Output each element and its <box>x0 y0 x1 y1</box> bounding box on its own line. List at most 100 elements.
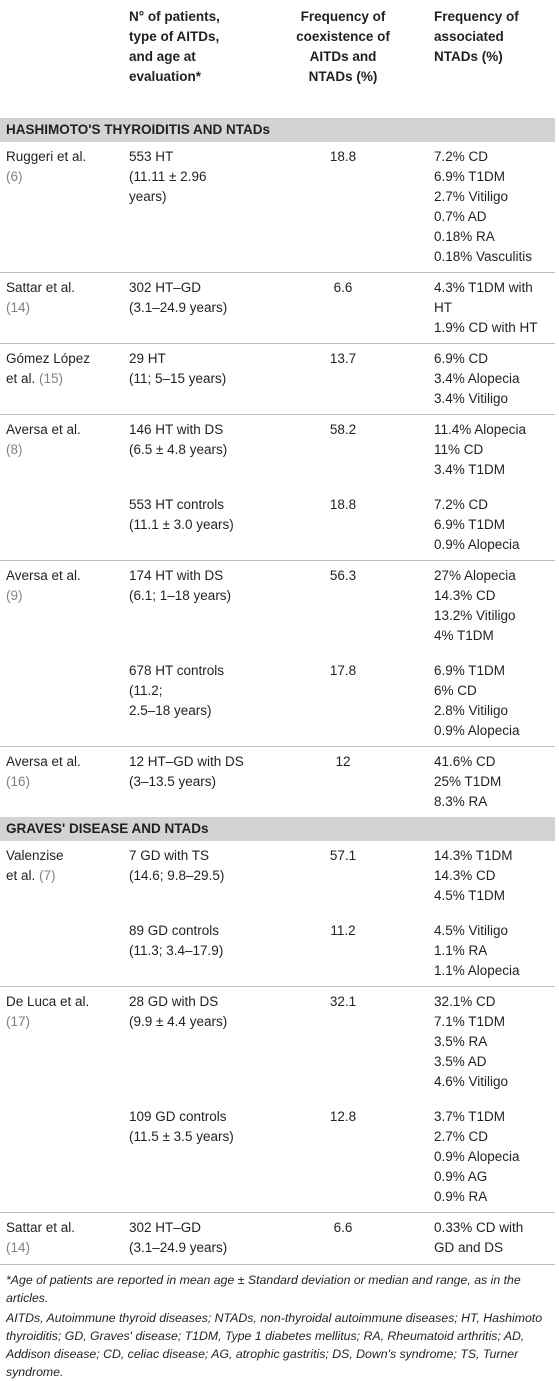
reference-link[interactable]: (6) <box>6 169 23 184</box>
patients-cell: 12 HT–GD with DS <box>129 754 244 769</box>
author-name: Sattar et al. <box>6 1220 76 1235</box>
patients-cell: (6.1; 1–18 years) <box>129 588 232 603</box>
author-name: Valenzise <box>6 848 64 863</box>
ntad-item: 0.33% CD with <box>434 1220 524 1235</box>
ntad-item: 0.9% Alopecia <box>434 537 520 552</box>
ntad-item: 0.9% Alopecia <box>434 723 520 738</box>
study-author: Valenzise <box>6 846 64 866</box>
patients-cell: 2.5–18 years) <box>129 703 212 718</box>
patients-cell: 89 GD controls <box>129 923 220 938</box>
ntad-item: 4.5% T1DM <box>434 888 506 903</box>
author-name: De Luca et al. <box>6 994 90 1009</box>
coexistence-value: 11.2 <box>330 923 356 938</box>
author-name: et al. <box>6 868 36 883</box>
reference-link[interactable]: (17) <box>6 1014 31 1029</box>
patients-cell: 302 HT–GD <box>129 1220 202 1235</box>
col-header-coexistence: Frequency of <box>300 9 386 24</box>
section-header: HASHIMOTO'S THYROIDITIS AND NTADs <box>0 118 555 142</box>
coexistence-value: 12 <box>335 754 351 769</box>
ntad-item: 0.7% AD <box>434 209 487 224</box>
row-divider <box>0 986 555 987</box>
ntad-item: 3.7% T1DM <box>434 1109 506 1124</box>
ntad-item: 6.9% CD <box>434 351 489 366</box>
reference-link[interactable]: (14) <box>6 300 31 315</box>
patients-cell: 553 HT <box>129 149 174 164</box>
row-divider <box>0 1212 555 1213</box>
ntad-item: 11.4% Alopecia <box>434 422 527 437</box>
ntad-item: 2.7% Vitiligo <box>434 189 509 204</box>
row-divider <box>0 560 555 561</box>
col-header-ntads: associated <box>434 29 504 44</box>
coexistence-value: 12.8 <box>329 1109 357 1124</box>
row-divider <box>0 343 555 344</box>
reference-link[interactable]: (14) <box>6 1240 31 1255</box>
col-header-patients: and age at <box>129 49 196 64</box>
col-header-coexistence: coexistence of <box>296 29 390 44</box>
ntad-item: 0.9% RA <box>434 1189 488 1204</box>
patients-cell: (6.5 ± 4.8 years) <box>129 442 228 457</box>
reference-link[interactable]: (8) <box>6 442 23 457</box>
coexistence-value: 6.6 <box>333 1220 353 1235</box>
reference-link[interactable]: (15) <box>39 371 64 386</box>
ntad-item: 3.4% Alopecia <box>434 371 520 386</box>
author-name: Sattar et al. <box>6 280 76 295</box>
reference-link[interactable]: (7) <box>39 868 56 883</box>
footnote: AITDs, Autoimmune thyroid diseases; NTAD… <box>6 1311 543 1379</box>
coexistence-value: 58.2 <box>329 422 357 437</box>
ntad-item: 2.7% CD <box>434 1129 489 1144</box>
col-header-ntads: NTADs (%) <box>434 49 503 64</box>
patients-cell: (11; 5–15 years) <box>129 371 227 386</box>
patients-cell: 28 GD with DS <box>129 994 219 1009</box>
ntad-item: 14.3% CD <box>434 868 496 883</box>
ntad-item: 41.6% CD <box>434 754 496 769</box>
patients-cell: (11.2; <box>129 683 163 698</box>
ntad-item: 0.9% AG <box>434 1169 488 1184</box>
author-name: Aversa et al. <box>6 754 81 769</box>
patients-cell: years) <box>129 189 167 204</box>
ntad-item: 4.3% T1DM with <box>434 280 533 295</box>
patients-cell: (11.3; 3.4–17.9) <box>129 943 224 958</box>
patients-cell: (3.1–24.9 years) <box>129 300 228 315</box>
coexistence-value: 56.3 <box>329 568 357 583</box>
ntad-item: 2.8% Vitiligo <box>434 703 509 718</box>
col-header-coexistence: AITDs and <box>309 49 377 64</box>
patients-cell: 29 HT <box>129 351 166 366</box>
author-name: Gómez López <box>6 351 91 366</box>
reference-link[interactable]: (16) <box>6 774 31 789</box>
ntad-item: 4.5% Vitiligo <box>434 923 509 938</box>
ntad-item: 3.4% Vitiligo <box>434 391 509 406</box>
patients-cell: (3.1–24.9 years) <box>129 1240 228 1255</box>
row-divider <box>0 746 555 747</box>
col-header-coexistence: NTADs (%) <box>308 69 378 84</box>
patients-cell: (11.11 ± 2.96 <box>129 169 207 184</box>
patients-cell: 109 GD controls <box>129 1109 227 1124</box>
ntad-item: 14.3% T1DM <box>434 848 513 863</box>
study-author: Aversa et al. <box>6 752 81 772</box>
patients-cell: (11.1 ± 3.0 years) <box>129 517 234 532</box>
coexistence-value: 17.8 <box>329 663 357 678</box>
ntad-item: 8.3% RA <box>434 794 488 809</box>
patients-cell: (9.9 ± 4.4 years) <box>129 1014 228 1029</box>
study-author: Sattar et al. <box>6 1218 75 1238</box>
study-author: Aversa et al. <box>6 566 81 586</box>
reference-link[interactable]: (9) <box>6 588 23 603</box>
ntad-item: 11% CD <box>434 442 484 457</box>
col-header-patients: type of AITDs, <box>129 29 220 44</box>
ntad-item: HT <box>434 300 452 315</box>
patients-cell: 302 HT–GD <box>129 280 202 295</box>
author-name: Aversa et al. <box>6 422 81 437</box>
ntad-item: 4.6% Vitiligo <box>434 1074 509 1089</box>
ntad-item: 6.9% T1DM <box>434 517 506 532</box>
ntad-item: 7.2% CD <box>434 497 489 512</box>
ntad-item: 3.5% AD <box>434 1054 487 1069</box>
study-author: et al. (15) <box>6 369 63 389</box>
coexistence-value: 18.8 <box>329 149 357 164</box>
ntad-item: 1.1% Alopecia <box>434 963 520 978</box>
patients-cell: (3–13.5 years) <box>129 774 217 789</box>
ntad-item: 6.9% T1DM <box>434 663 506 678</box>
study-author: Ruggeri et al. <box>6 147 86 167</box>
coexistence-value: 32.1 <box>329 994 357 1009</box>
study-author: Gómez López <box>6 349 90 369</box>
ntad-item: 7.1% T1DM <box>434 1014 506 1029</box>
